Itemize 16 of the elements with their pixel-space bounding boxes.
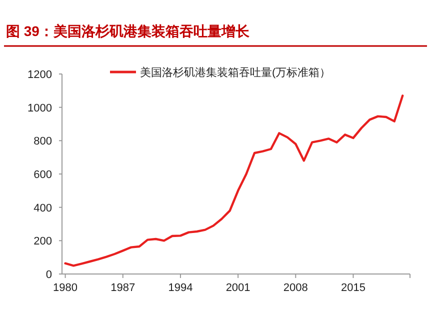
y-tick-label: 600 — [34, 169, 52, 181]
y-tick-label: 400 — [34, 202, 52, 214]
x-tick-label: 2008 — [283, 282, 308, 294]
chart-title: 图 39：美国洛杉矶港集装箱吞吐量增长 — [6, 23, 250, 39]
y-tick-label: 200 — [34, 236, 52, 248]
x-tick-label: 2015 — [340, 282, 366, 294]
legend-label: 美国洛杉矶港集装箱吞吐量(万标准箱） — [140, 66, 331, 79]
line-series — [64, 94, 404, 267]
y-tick-label: 800 — [34, 136, 52, 148]
y-tick-label: 0 — [46, 269, 52, 281]
y-tick-label: 1200 — [28, 69, 52, 81]
x-tick-label: 1994 — [168, 282, 193, 294]
x-tick-label: 2001 — [226, 282, 250, 294]
x-tick-label: 1987 — [110, 282, 136, 294]
y-tick-label: 1000 — [28, 102, 52, 114]
x-tick-label: 1980 — [53, 282, 78, 294]
